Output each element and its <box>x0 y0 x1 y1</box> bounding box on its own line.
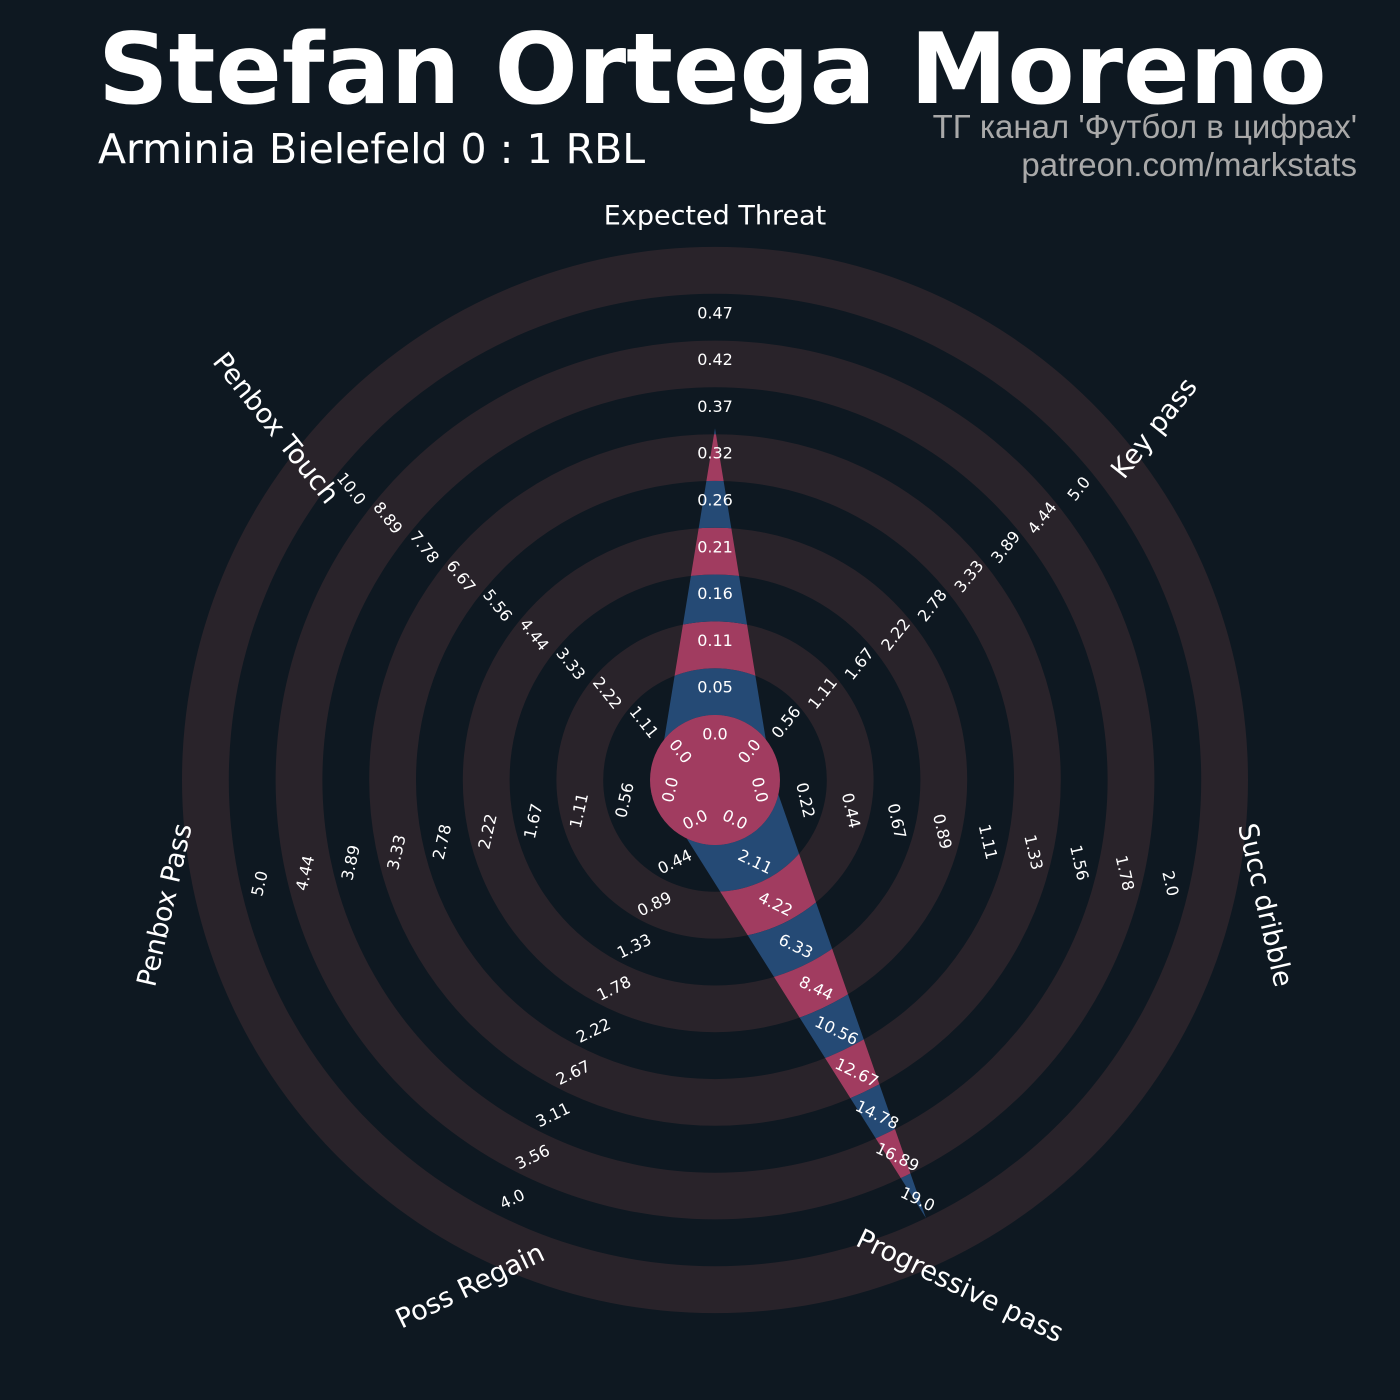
tick-label: 0.22 <box>792 781 818 820</box>
tick-label: 3.11 <box>533 1099 573 1132</box>
tick-label: 5.0 <box>1063 473 1094 505</box>
tick-label: 0.21 <box>697 537 733 556</box>
series-hub <box>650 715 780 845</box>
match-subtitle: Arminia Bielefeld 0 : 1 RBL <box>98 125 646 173</box>
player-name-title: Stefan Ortega Moreno <box>98 13 1327 127</box>
tick-label: 4.0 <box>497 1185 528 1213</box>
param-label: Succ dribble <box>1231 820 1298 989</box>
tick-label: 0.11 <box>697 631 733 650</box>
tick-label: 0.56 <box>767 702 804 742</box>
tick-label: 0.37 <box>697 397 733 416</box>
tick-label: 0.67 <box>884 802 910 841</box>
tick-label: 2.22 <box>573 1014 613 1047</box>
tick-label: 2.0 <box>1158 869 1182 898</box>
patreon-credit: patreon.com/markstats <box>1021 146 1357 183</box>
tick-label: 5.56 <box>479 586 516 626</box>
tick-label: 19.0 <box>898 1183 938 1216</box>
tick-label: 0.56 <box>611 781 637 820</box>
tick-label: 3.89 <box>987 527 1024 567</box>
tick-label: 0.32 <box>697 444 733 463</box>
tick-label: 1.67 <box>520 802 546 841</box>
tick-label: 0.0 <box>702 725 727 744</box>
telegram-credit: ТГ канал 'Футбол в цифрах' <box>932 108 1357 145</box>
tick-label: 3.89 <box>337 843 363 882</box>
tick-label: 5.0 <box>247 869 271 898</box>
tick-label: 1.33 <box>614 930 654 963</box>
tick-label: 0.47 <box>697 303 733 322</box>
param-label: Penbox Pass <box>132 821 199 990</box>
tick-label: 1.56 <box>1066 843 1092 882</box>
param-label: Key pass <box>1105 372 1204 485</box>
tick-label: 3.33 <box>552 644 589 684</box>
tick-label: 1.11 <box>625 702 662 742</box>
tick-label: 0.05 <box>697 678 733 697</box>
tick-label: 0.26 <box>697 491 733 510</box>
param-label: Expected Threat <box>604 201 826 232</box>
tick-label: 2.78 <box>429 822 455 861</box>
tick-label: 2.78 <box>914 586 951 626</box>
tick-label: 0.44 <box>655 846 695 879</box>
tick-label: 0.16 <box>697 584 733 603</box>
tick-label: 1.67 <box>841 644 878 684</box>
tick-label: 7.78 <box>406 527 443 567</box>
tick-label: 1.11 <box>975 822 1001 861</box>
tick-label: 0.42 <box>697 350 733 369</box>
